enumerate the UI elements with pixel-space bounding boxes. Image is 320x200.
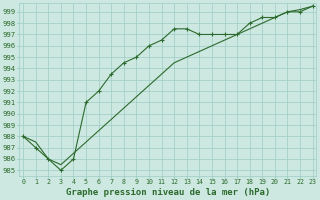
X-axis label: Graphe pression niveau de la mer (hPa): Graphe pression niveau de la mer (hPa)	[66, 188, 270, 197]
